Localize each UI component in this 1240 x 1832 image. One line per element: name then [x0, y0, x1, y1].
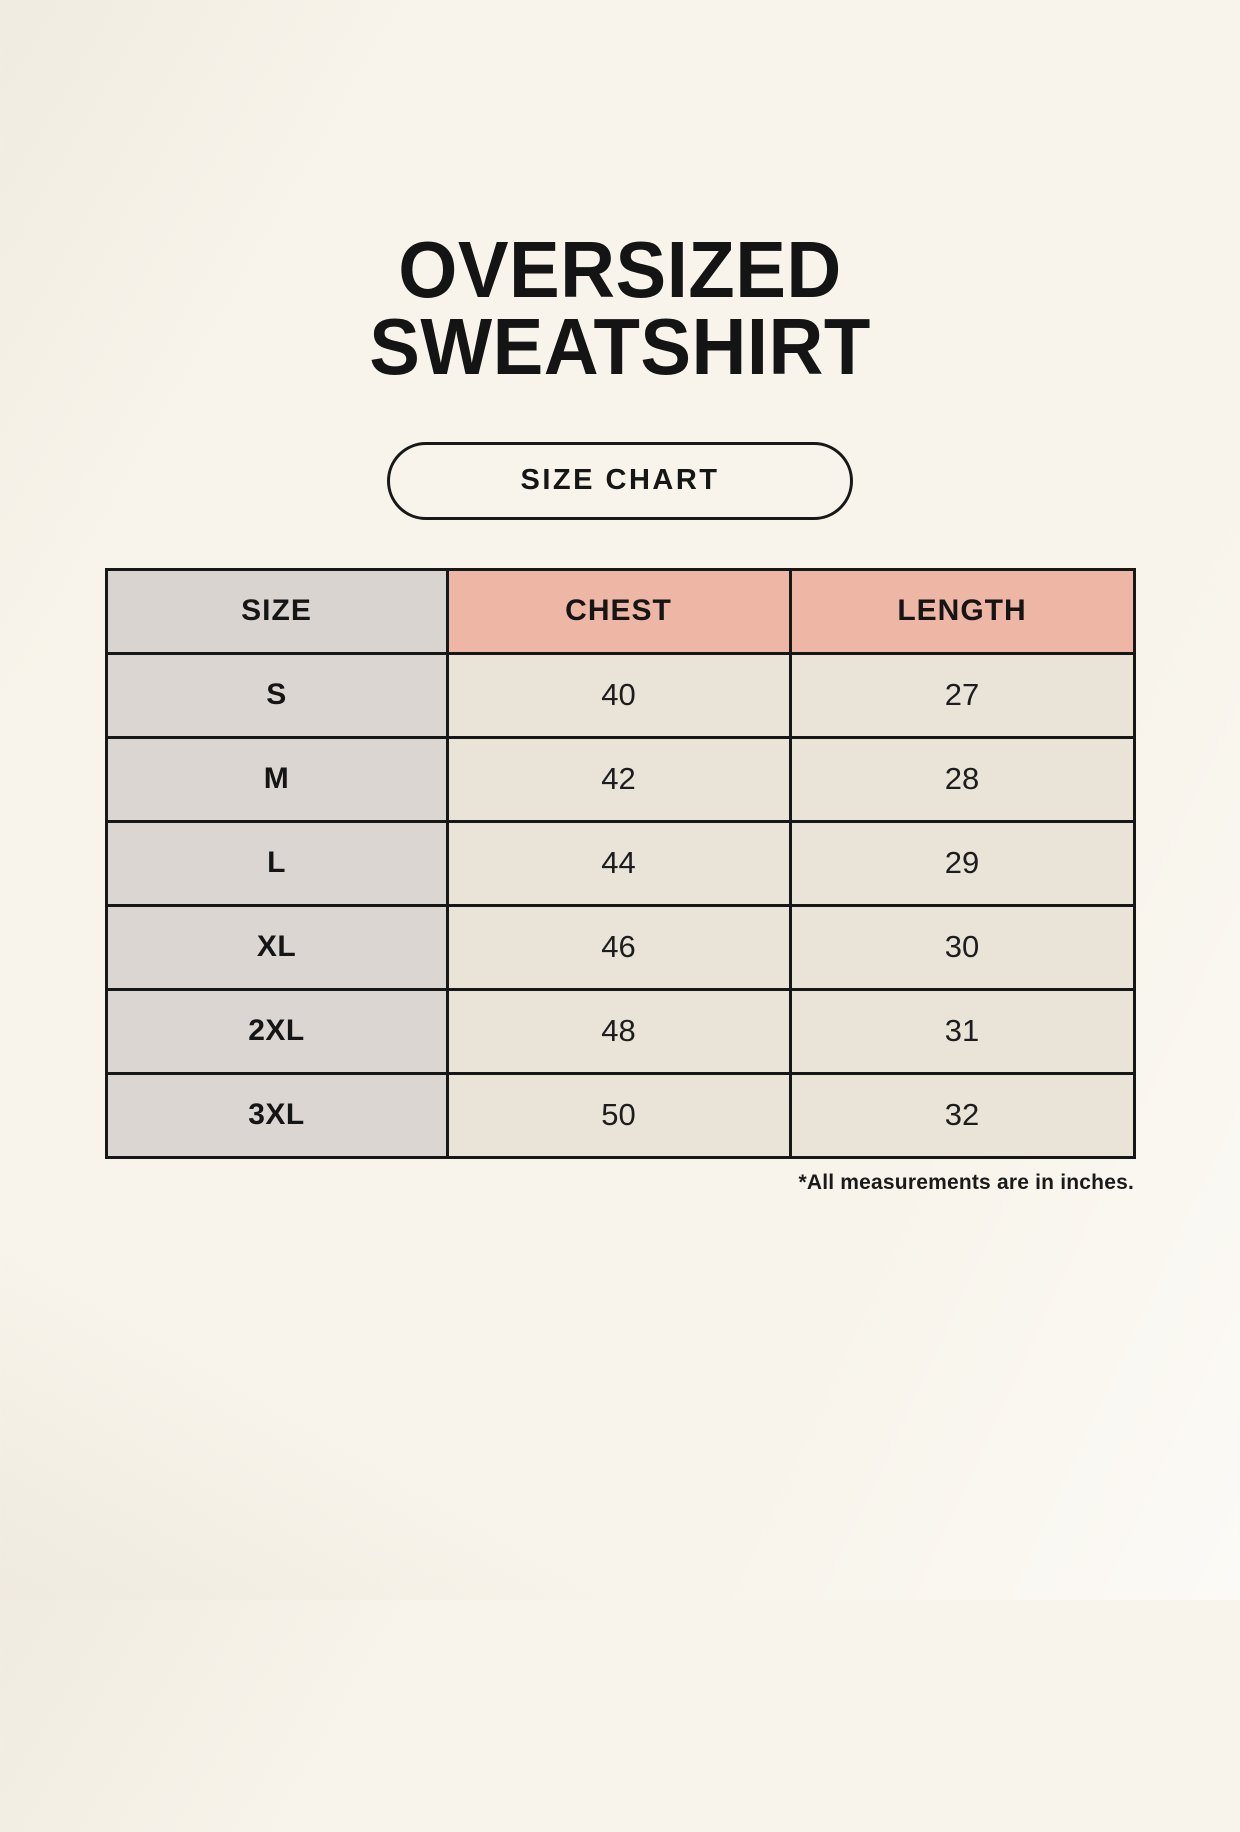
- size-chart-badge-label: SIZE CHART: [520, 464, 720, 497]
- cell-chest-xl: 46: [445, 903, 792, 991]
- cell-chest-3xl: 50: [445, 1071, 792, 1159]
- cell-chest-2xl: 48: [445, 987, 792, 1075]
- column-header-length: LENGTH: [788, 567, 1136, 655]
- table-row-xl: XL 46 30: [104, 903, 1136, 991]
- cell-length-2xl: 31: [788, 987, 1136, 1075]
- size-chart-badge: SIZE CHART: [387, 441, 853, 520]
- size-chart-table: SIZE CHEST LENGTH S 40 27 M 42 28 L 44 2…: [104, 567, 1136, 1159]
- table-header-row: SIZE CHEST LENGTH: [104, 567, 1136, 655]
- cell-length-xl: 30: [788, 903, 1136, 991]
- cell-size-xl: XL: [104, 903, 449, 991]
- size-chart-graphic: OVERSIZED SWEATSHIRT SIZE CHART SIZE CHE…: [0, 225, 1240, 1832]
- column-header-size: SIZE: [104, 567, 449, 655]
- cell-chest-m: 42: [445, 735, 792, 823]
- cell-length-l: 29: [788, 819, 1136, 907]
- table-row-3xl: 3XL 50 32: [104, 1071, 1136, 1159]
- cell-length-s: 27: [788, 651, 1136, 739]
- table-row-s: S 40 27: [104, 651, 1136, 739]
- table-row-l: L 44 29: [104, 819, 1136, 907]
- cell-size-2xl: 2XL: [104, 987, 449, 1075]
- table-row-2xl: 2XL 48 31: [104, 987, 1136, 1075]
- cell-chest-l: 44: [445, 819, 792, 907]
- product-title: OVERSIZED SWEATSHIRT: [369, 225, 871, 391]
- cell-size-m: M: [104, 735, 449, 823]
- cell-size-s: S: [104, 651, 449, 739]
- table-row-m: M 42 28: [104, 735, 1136, 823]
- column-header-chest: CHEST: [445, 567, 792, 655]
- cell-size-3xl: 3XL: [104, 1071, 449, 1159]
- measurements-footnote: *All measurements are in inches.: [798, 1170, 1134, 1194]
- cell-length-m: 28: [788, 735, 1136, 823]
- cell-size-l: L: [104, 819, 449, 907]
- cell-chest-s: 40: [445, 651, 792, 739]
- cell-length-3xl: 32: [788, 1071, 1136, 1159]
